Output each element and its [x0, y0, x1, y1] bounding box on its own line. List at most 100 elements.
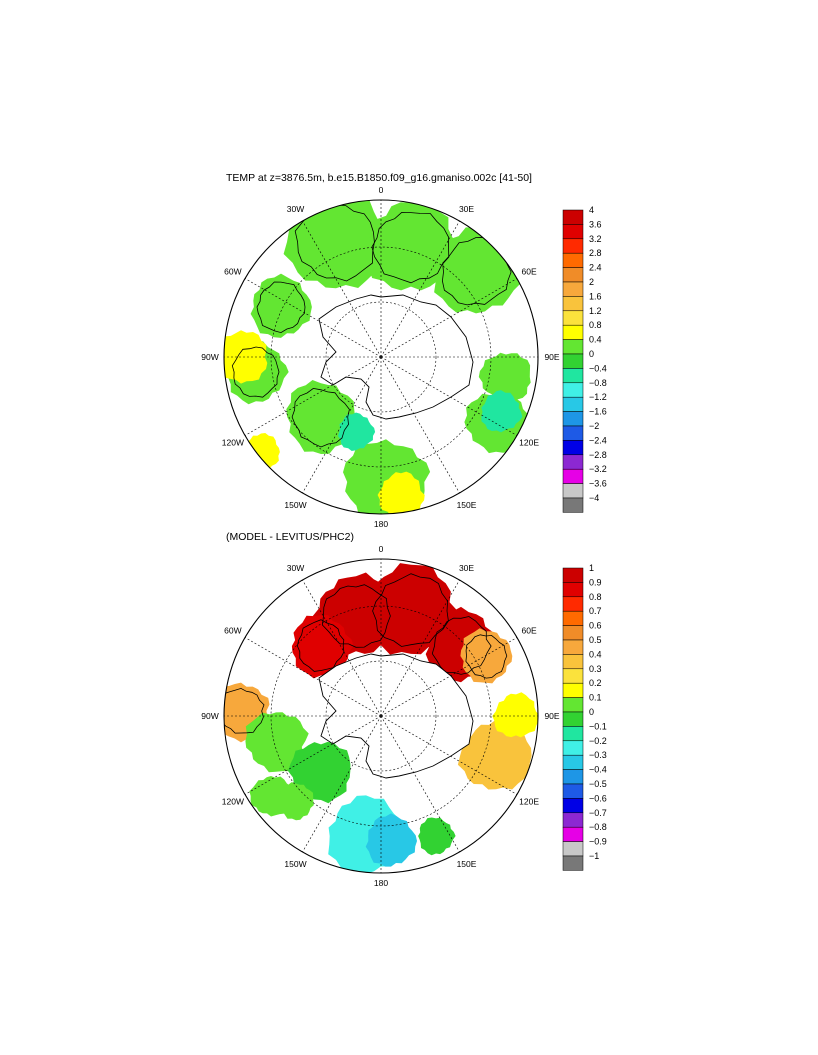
lon-label: 180 — [374, 878, 388, 888]
colorbar-swatch — [562, 639, 584, 655]
lon-label: 120E — [519, 797, 539, 807]
colorbar-swatch — [562, 711, 584, 727]
colorbar-swatch — [562, 324, 584, 340]
colorbar-label: 1.6 — [589, 291, 602, 301]
lon-label: 30E — [459, 563, 474, 573]
contour-line — [321, 584, 391, 648]
colorbar-label: 0.3 — [589, 664, 602, 674]
latitude-circle — [325, 301, 437, 413]
colorbar-swatch — [562, 783, 584, 799]
contour-line — [431, 616, 492, 675]
colorbar-label: −0.4 — [589, 765, 607, 775]
colorbar-label: −0.3 — [589, 750, 607, 760]
colorbar-swatch — [562, 209, 584, 225]
colorbar-label: 0.7 — [589, 606, 602, 616]
field-patch — [365, 813, 417, 867]
field-patches — [224, 563, 538, 873]
colorbar-label: 0.1 — [589, 693, 602, 703]
colorbar-swatch — [562, 468, 584, 484]
colorbar-swatch — [562, 582, 584, 598]
lon-label: 60W — [224, 267, 241, 277]
colorbar-swatch — [562, 596, 584, 612]
colorbar-swatch — [562, 411, 584, 427]
field-patches — [224, 200, 531, 514]
panel1-title: TEMP at z=3876.5m, b.e15.B1850.f09_g16.g… — [226, 172, 532, 184]
colorbar-label: −0.9 — [589, 837, 607, 847]
colorbar-swatch — [562, 826, 584, 842]
colorbar-label: 0 — [589, 349, 594, 359]
colorbar-swatch — [562, 238, 584, 254]
colorbar-swatch — [562, 567, 584, 583]
lon-label: 90E — [544, 352, 559, 362]
colorbar-label: 2.8 — [589, 248, 602, 258]
lon-label: 150W — [284, 500, 306, 510]
contour-line — [224, 687, 265, 734]
colorbar-swatch — [562, 440, 584, 456]
colorbar-swatch — [562, 454, 584, 470]
field-patch — [250, 273, 312, 338]
colorbar-label: −1.2 — [589, 392, 607, 402]
colorbar-label: −2 — [589, 421, 599, 431]
contour-line — [294, 204, 375, 282]
colorbar-label: −0.6 — [589, 793, 607, 803]
lon-label: 90W — [201, 352, 218, 362]
colorbar-label: −1 — [589, 851, 599, 861]
colorbar-label: −3.6 — [589, 479, 607, 489]
colorbar-swatch — [562, 497, 584, 513]
contour-line — [372, 573, 449, 647]
contour-line — [465, 634, 508, 679]
lon-label: 90W — [201, 711, 218, 721]
colorbar-label: 0.6 — [589, 621, 602, 631]
colorbar-swatch — [562, 812, 584, 828]
colorbar-label: −0.8 — [589, 822, 607, 832]
colorbar-1: 4 3.6 3.2 2.8 2.4 2 1.6 1.2 0.8 0.4 0 −0.4 −0.8 −1.2 −… — [562, 205, 607, 513]
colorbar-label: 0.2 — [589, 678, 602, 688]
colorbar-swatch — [562, 353, 584, 369]
colorbar-swatch — [562, 754, 584, 770]
colorbar-label: 0.4 — [589, 335, 602, 345]
colorbar-swatch — [562, 396, 584, 412]
colorbar-label: −0.1 — [589, 721, 607, 731]
colorbar-label: −0.7 — [589, 808, 607, 818]
colorbar-swatch — [562, 483, 584, 499]
colorbar-label: 0.5 — [589, 635, 602, 645]
colorbar-swatch — [562, 798, 584, 814]
lon-label: 120E — [519, 438, 539, 448]
field-patch — [457, 719, 532, 790]
colorbar-label: −0.2 — [589, 736, 607, 746]
colorbar-2: 1 0.9 0.8 0.7 0.6 0.5 0.4 0.3 0.2 0.1 0 −0.1 −0.2 −0.… — [562, 563, 607, 871]
field-patch — [277, 782, 314, 821]
field-patch — [377, 471, 425, 514]
colorbar-swatch — [562, 339, 584, 355]
contour-line — [291, 387, 350, 448]
lon-label: 150E — [457, 859, 477, 869]
lon-label: 180 — [374, 519, 388, 529]
lon-label: 150E — [457, 500, 477, 510]
lon-label: 30W — [287, 204, 304, 214]
colorbar-swatch — [562, 252, 584, 268]
colorbar-label: −4 — [589, 493, 599, 503]
colorbar-swatch — [562, 310, 584, 326]
colorbar-swatch — [562, 382, 584, 398]
colorbar-label: 2.4 — [589, 263, 602, 273]
colorbar-label: −2.4 — [589, 435, 607, 445]
map-boundary — [223, 558, 539, 874]
colorbar-label: −2.8 — [589, 450, 607, 460]
contour-line — [256, 281, 306, 334]
colorbar-swatch — [562, 281, 584, 297]
colorbar-swatch — [562, 726, 584, 742]
colorbar-label: 1 — [589, 563, 594, 573]
colorbar-swatch — [562, 841, 584, 857]
colorbar-swatch — [562, 682, 584, 698]
polar-map-2: 0 30E 60E 90E 120E 150E 180 150W 120W 90W 60W 30W — [201, 544, 560, 888]
field-patch — [338, 412, 376, 451]
colorbar-label: 3.2 — [589, 234, 602, 244]
colorbar-label: 1.2 — [589, 306, 602, 316]
lon-label: 0 — [379, 544, 384, 554]
colorbar-label: −3.2 — [589, 464, 607, 474]
colorbar-swatch — [562, 610, 584, 626]
colorbar-label: 0.8 — [589, 592, 602, 602]
lon-label: 60W — [224, 626, 241, 636]
contour-line — [231, 346, 280, 398]
